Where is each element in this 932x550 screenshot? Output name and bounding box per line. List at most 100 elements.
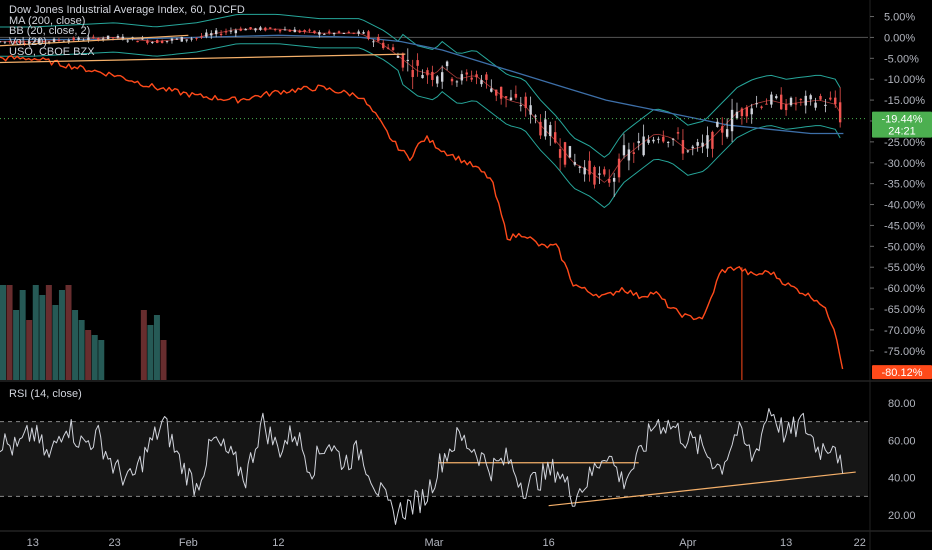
- candle-body: [67, 40, 70, 43]
- candle-body: [146, 40, 149, 44]
- legend-title[interactable]: Dow Jones Industrial Average Index, 60, …: [9, 4, 245, 16]
- candle-body: [524, 96, 527, 108]
- candle-body: [372, 41, 375, 43]
- candle-body: [357, 31, 360, 34]
- candle-body: [411, 69, 414, 78]
- candle-body: [347, 31, 351, 33]
- candle-body: [450, 78, 454, 82]
- candle-body: [568, 146, 572, 158]
- volume-bar: [65, 285, 72, 380]
- candle-body: [647, 139, 650, 143]
- rsi-legend[interactable]: RSI (14, close): [9, 388, 82, 400]
- uso-last-value: -80.12%: [882, 367, 923, 379]
- x-tick-label: Feb: [179, 537, 198, 549]
- candle-body: [770, 94, 773, 105]
- y-tick-label: 0.00%: [884, 32, 915, 44]
- candle-body: [455, 81, 459, 83]
- candle-body: [180, 36, 183, 42]
- candle-body: [735, 111, 739, 119]
- legend-ma[interactable]: MA (200, close): [9, 14, 86, 27]
- volume-bar: [13, 310, 20, 380]
- candle-body: [470, 77, 473, 80]
- dji-last-tag-bg: [872, 111, 932, 138]
- candle-body: [485, 74, 488, 80]
- candle-body: [278, 29, 282, 32]
- legend-bb[interactable]: BB (20, close, 2): [9, 25, 91, 37]
- candle-body: [440, 72, 444, 82]
- rsi-tick-label: 80.00: [888, 398, 916, 410]
- candle-body: [352, 32, 355, 34]
- rsi-support-trendline: [548, 471, 856, 507]
- candle-body: [617, 158, 621, 178]
- candle-body: [23, 42, 26, 44]
- price-tags: -19.44%24:21 -80.12%: [0, 111, 932, 380]
- candle-body: [544, 119, 547, 137]
- candle-body: [33, 41, 36, 43]
- candle-body: [509, 97, 513, 101]
- candle-body: [598, 173, 601, 175]
- candle-body: [254, 28, 257, 31]
- candle-body: [431, 71, 434, 80]
- candle-body: [553, 132, 557, 143]
- x-tick-label: 23: [109, 537, 121, 549]
- candle-body: [657, 138, 660, 140]
- candle-body: [809, 95, 812, 100]
- candle-body: [460, 74, 464, 81]
- volume-bars: [0, 285, 167, 380]
- candle-body: [239, 28, 242, 31]
- y-tick-label: -55.00%: [884, 262, 925, 274]
- x-tick-label: Apr: [679, 537, 696, 549]
- volume-bar: [78, 320, 85, 380]
- candle-body: [534, 115, 537, 117]
- candle-body: [106, 35, 110, 40]
- volume-bar: [45, 285, 52, 380]
- volume-bar: [58, 290, 65, 380]
- candle-body: [838, 102, 842, 123]
- x-tick-label: Mar: [425, 537, 444, 549]
- rsi-line-layer: [0, 408, 844, 525]
- candle-body: [465, 72, 468, 75]
- candle-body: [662, 136, 665, 142]
- candle-body: [224, 31, 228, 33]
- legend-compare[interactable]: USO, CBOE BZX: [9, 46, 95, 58]
- volume-bar: [147, 325, 154, 380]
- rsi-tick-label: 40.00: [888, 473, 916, 485]
- volume-bar: [19, 290, 26, 380]
- candle-body: [175, 38, 179, 40]
- candle-body: [210, 33, 213, 36]
- candle-body: [205, 32, 208, 37]
- bb-lower: [0, 43, 841, 209]
- candle-body: [549, 125, 552, 137]
- candle-body: [269, 27, 272, 29]
- candle-body: [0, 41, 2, 43]
- candle-body: [249, 27, 252, 30]
- candle-body: [244, 28, 247, 31]
- trendline-upper: [0, 34, 189, 47]
- candle-body: [332, 32, 336, 35]
- candle-body: [583, 167, 586, 175]
- volume-bar: [0, 285, 6, 380]
- candle-body: [676, 132, 680, 134]
- volume-bar: [91, 335, 98, 380]
- y-tick-label: -60.00%: [884, 283, 925, 295]
- candle-body: [652, 139, 655, 142]
- candle-body: [264, 27, 267, 31]
- candle-body: [386, 47, 390, 49]
- volume-bar: [153, 315, 160, 380]
- candle-body: [519, 105, 522, 107]
- candle-body: [819, 95, 822, 100]
- candle-body: [234, 30, 238, 34]
- candle-body: [141, 38, 144, 40]
- candle-body: [97, 38, 100, 41]
- candle-body: [730, 109, 734, 132]
- legend-vol[interactable]: Vol (20): [9, 35, 47, 48]
- x-tick-label: 13: [27, 537, 39, 549]
- candle-body: [514, 93, 518, 98]
- volume-bar: [39, 295, 46, 380]
- dji-last-value: -19.44%: [882, 114, 923, 126]
- candle-body: [829, 97, 832, 100]
- candle-body: [318, 32, 321, 35]
- candle-body: [151, 42, 154, 44]
- candle-body: [573, 162, 577, 165]
